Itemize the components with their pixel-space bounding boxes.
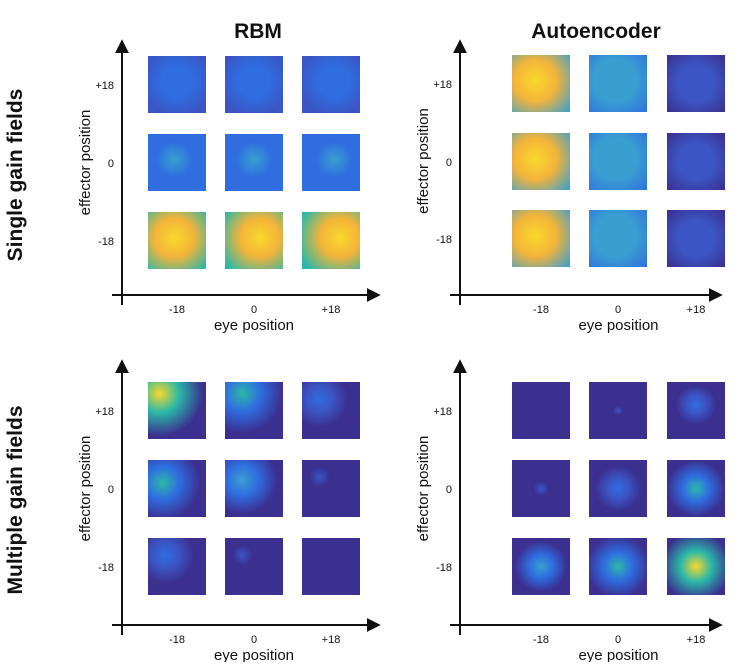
heatmap-tile: [225, 538, 283, 595]
heatmap-tile: [225, 134, 283, 191]
heatmap-tile: [589, 55, 647, 112]
heatmap-tile: [589, 460, 647, 517]
x-tick-label: +18: [687, 634, 706, 646]
x-axis-label: eye position: [578, 647, 658, 662]
heatmap-tile: [667, 210, 725, 267]
y-tick-label: -18: [98, 562, 114, 574]
heatmap-tile: [302, 134, 360, 191]
heatmap-tile: [225, 56, 283, 113]
heatmap-tile: [667, 538, 725, 595]
heatmap-tile: [667, 55, 725, 112]
y-tick-label: -18: [436, 234, 452, 246]
y-tick-label: -18: [98, 236, 114, 248]
heatmap-tile: [148, 538, 206, 595]
heatmap-tile: [512, 538, 570, 595]
heatmap-tile: [589, 538, 647, 595]
heatmap-tile: [512, 55, 570, 112]
x-tick-label: -18: [169, 304, 185, 316]
y-axis-label: effector position: [77, 436, 94, 542]
x-tick-label: 0: [251, 634, 257, 646]
heatmap-tile: [148, 212, 206, 269]
x-tick-label: -18: [533, 634, 549, 646]
y-tick-label: 0: [446, 157, 452, 169]
column-title: RBM: [234, 20, 282, 43]
heatmap-tile: [589, 382, 647, 439]
x-tick-label: +18: [322, 304, 341, 316]
x-tick-label: +18: [687, 304, 706, 316]
x-tick-label: -18: [533, 304, 549, 316]
y-tick-label: -18: [436, 562, 452, 574]
x-axis-label: eye position: [578, 317, 658, 334]
x-tick-label: 0: [251, 304, 257, 316]
heatmap-tile: [302, 460, 360, 517]
heatmap-tile: [302, 382, 360, 439]
x-tick-label: -18: [169, 634, 185, 646]
heatmap-tile: [512, 382, 570, 439]
heatmap-tile: [148, 460, 206, 517]
x-tick-label: 0: [615, 634, 621, 646]
heatmap-tile: [667, 382, 725, 439]
heatmap-tile: [589, 133, 647, 190]
heatmap-tile: [302, 212, 360, 269]
heatmap-tile: [148, 382, 206, 439]
heatmap-tile: [667, 133, 725, 190]
column-title: Autoencoder: [531, 20, 661, 43]
heatmap-tile: [148, 56, 206, 113]
y-tick-label: +18: [433, 79, 452, 91]
heatmap-tile: [302, 56, 360, 113]
y-axis-label: effector position: [415, 436, 432, 542]
heatmap-tile: [667, 460, 725, 517]
y-tick-label: 0: [446, 484, 452, 496]
x-tick-label: +18: [322, 634, 341, 646]
y-tick-label: 0: [108, 158, 114, 170]
y-tick-label: +18: [95, 80, 114, 92]
y-tick-label: +18: [95, 406, 114, 418]
heatmap-tile: [225, 212, 283, 269]
y-axis-label: effector position: [77, 110, 94, 216]
x-axis-label: eye position: [214, 317, 294, 334]
y-tick-label: +18: [433, 406, 452, 418]
heatmap-tile: [225, 460, 283, 517]
row-title: Multiple gain fields: [4, 405, 27, 594]
heatmap-tile: [512, 210, 570, 267]
row-title: Single gain fields: [4, 89, 27, 262]
heatmap-tile: [512, 133, 570, 190]
y-axis-label: effector position: [415, 108, 432, 214]
heatmap-tile: [225, 382, 283, 439]
heatmap-tile: [302, 538, 360, 595]
heatmap-tile: [589, 210, 647, 267]
y-tick-label: 0: [108, 484, 114, 496]
x-tick-label: 0: [615, 304, 621, 316]
heatmap-tile: [512, 460, 570, 517]
x-axis-label: eye position: [214, 647, 294, 662]
heatmap-tile: [148, 134, 206, 191]
